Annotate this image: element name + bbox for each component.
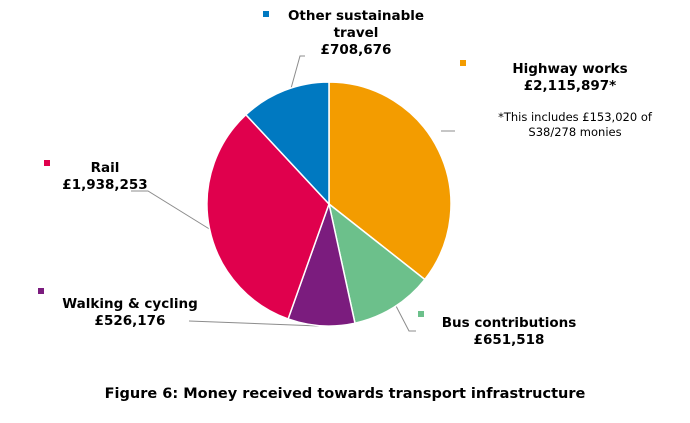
legend-marker-rail xyxy=(44,160,50,166)
legend-marker-walking xyxy=(38,288,44,294)
legend-marker-bus xyxy=(418,311,424,317)
label-rail: Rail £1,938,253 xyxy=(50,160,160,194)
label-rail-value: £1,938,253 xyxy=(62,177,148,193)
legend-marker-other xyxy=(263,11,269,17)
leader-line-rail xyxy=(131,190,212,231)
pie-slice-other-sustainable-travel xyxy=(244,81,330,206)
leader-line-walking xyxy=(188,320,320,327)
label-bus-name: Bus contributions xyxy=(441,315,577,331)
pie-slice-rail xyxy=(206,113,330,320)
pie-slice-bus-contributions xyxy=(327,202,426,325)
pie-slice-highway-works xyxy=(328,81,452,281)
label-walking-name: Walking & cycling xyxy=(62,296,198,312)
label-highway: Highway works £2,115,897* xyxy=(490,61,650,95)
label-walking: Walking & cycling £526,176 xyxy=(55,296,205,330)
label-walking-value: £526,176 xyxy=(94,313,166,329)
legend-marker-highway xyxy=(460,60,466,66)
label-bus-value: £651,518 xyxy=(473,332,545,348)
label-highway-name: Highway works xyxy=(512,61,628,77)
label-bus: Bus contributions £651,518 xyxy=(424,315,594,349)
label-rail-name: Rail xyxy=(90,160,120,176)
leader-line-other xyxy=(289,55,305,93)
leader-line-bus xyxy=(395,305,416,332)
label-other: Other sustainable travel £708,676 xyxy=(276,8,436,59)
footnote: *This includes £153,020 of S38/278 monie… xyxy=(498,110,652,139)
figure-caption: Figure 6: Money received towards transpo… xyxy=(104,386,586,402)
pie-slices xyxy=(206,81,452,327)
leader-lines xyxy=(131,55,455,332)
label-highway-value: £2,115,897* xyxy=(523,78,617,94)
label-other-name: Other sustainable travel xyxy=(287,8,425,41)
label-other-value: £708,676 xyxy=(320,42,392,58)
